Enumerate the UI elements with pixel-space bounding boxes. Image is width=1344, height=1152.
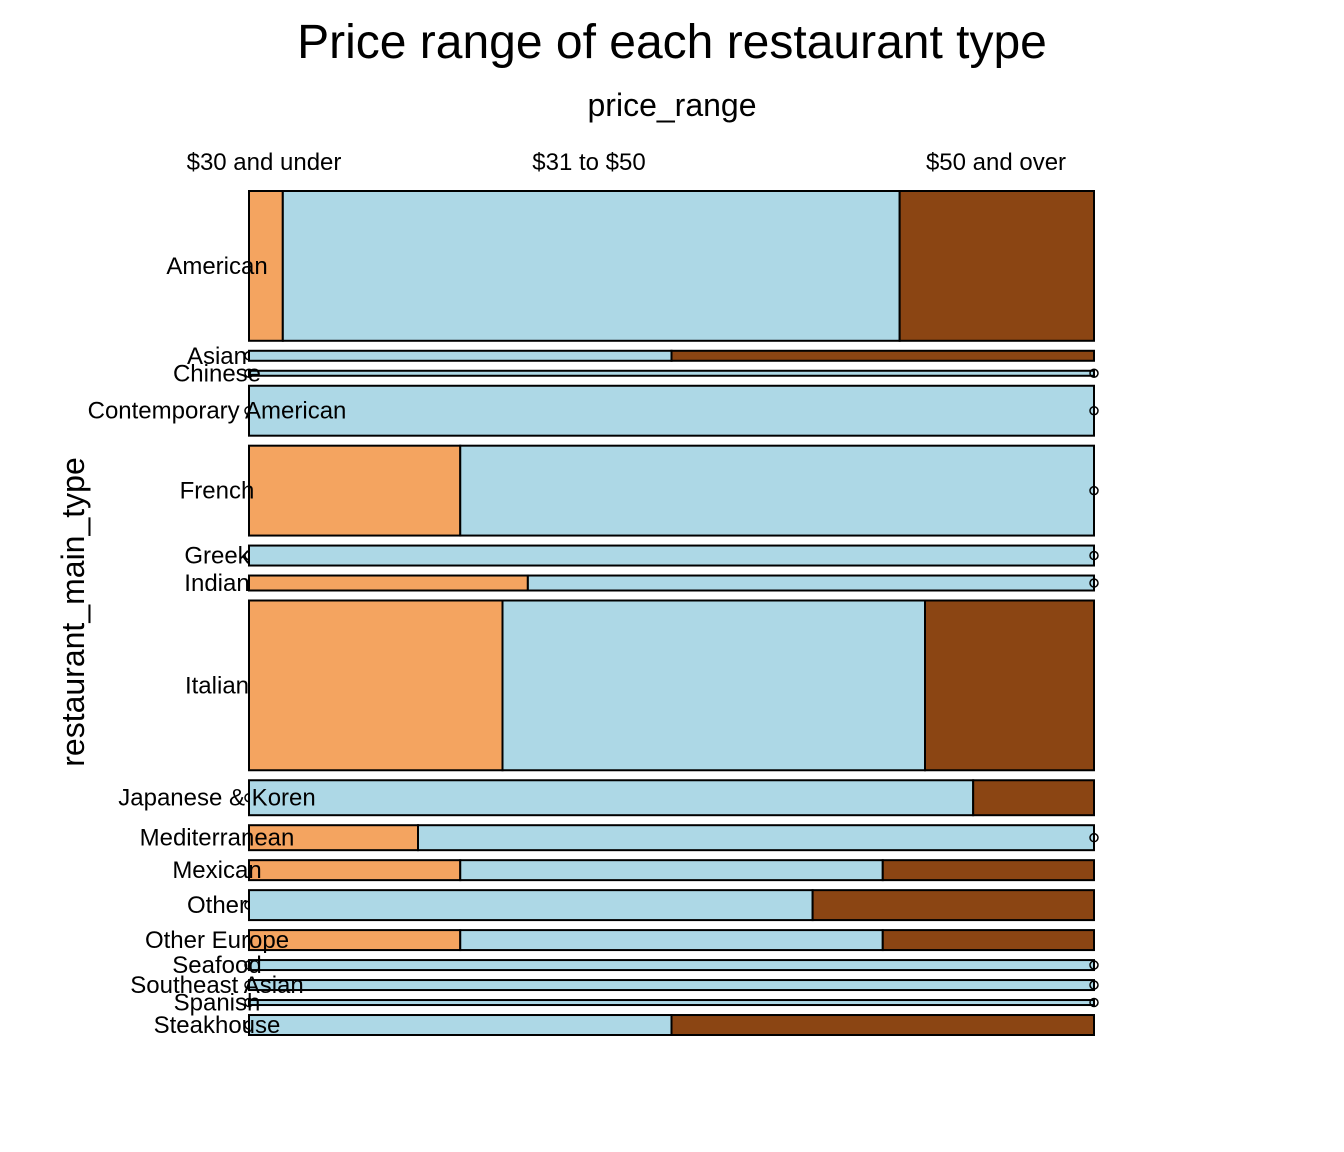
mosaic-tile: [248, 369, 1095, 377]
mosaic-tile: [459, 929, 884, 952]
mosaic-tile: [459, 859, 884, 882]
mosaic-tile: [972, 779, 1095, 817]
row-label: Chinese: [173, 360, 261, 387]
column-label: $50 and over: [926, 149, 1066, 176]
row-label: Indian: [184, 570, 249, 597]
empty-cell-marker: [1089, 485, 1099, 496]
row-label: Spanish: [174, 990, 261, 1017]
row-label: Greek: [184, 543, 250, 570]
mosaic-tile: [248, 824, 419, 852]
mosaic-tile: [248, 544, 1095, 567]
row-label: Italian: [185, 672, 249, 699]
mosaic-tile: [248, 779, 975, 817]
empty-cell-marker: [1089, 368, 1099, 379]
mosaic-tile: [248, 889, 814, 922]
row-label: Mediterranean: [140, 825, 295, 852]
row-label: Contemporary American: [88, 398, 347, 425]
row-label: Other: [187, 892, 247, 919]
x-axis-title: price_range: [588, 87, 757, 123]
mosaic-tile: [417, 824, 1095, 852]
column-label: $31 to $50: [532, 149, 645, 176]
row-label: Southeast Asian: [130, 972, 303, 999]
mosaic-tile: [881, 929, 1095, 952]
row-label: Steakhouse: [154, 1012, 281, 1039]
mosaic-tile: [248, 959, 1095, 972]
empty-cell-marker: [1089, 997, 1099, 1008]
mosaic-tile: [459, 444, 1095, 537]
mosaic-tile: [898, 190, 1096, 342]
mosaic-tile: [526, 574, 1095, 592]
mosaic-tile: [501, 599, 926, 772]
mosaic-tile: [811, 889, 1095, 922]
chart-title: Price range of each restaurant type: [297, 16, 1047, 69]
mosaic-tile: [248, 979, 1095, 992]
mosaic-tile: [248, 574, 529, 592]
mosaic-tile: [281, 190, 901, 342]
mosaic-tile: [248, 349, 673, 362]
mosaic-tile: [670, 1014, 1095, 1036]
row-label: Seafood: [172, 952, 261, 979]
mosaic-tile: [248, 384, 1095, 437]
mosaic-tile: [248, 599, 504, 772]
row-label: French: [180, 478, 255, 505]
empty-cell-marker: [1089, 980, 1099, 990]
y-axis-title: restaurant_main_type: [55, 457, 91, 767]
mosaic-tile: [670, 349, 1095, 362]
empty-cell-marker: [1089, 405, 1099, 416]
row-label: American: [166, 253, 267, 280]
mosaic-tile: [924, 599, 1095, 772]
mosaic-tile: [248, 190, 284, 342]
row-label: Asian: [187, 343, 247, 370]
mosaic-tile: [248, 999, 1095, 1007]
mosaic-tiles: [244, 190, 1099, 1036]
empty-cell-marker: [1089, 578, 1099, 588]
empty-cell-marker: [1089, 832, 1099, 843]
mosaic-tile: [881, 859, 1095, 882]
empty-cell-marker: [1089, 960, 1099, 970]
mosaic-tile: [248, 444, 462, 537]
empty-cell-marker: [1089, 550, 1099, 561]
row-label: Mexican: [172, 857, 261, 884]
row-label: Japanese & Koren: [118, 785, 315, 812]
mosaic-tile: [248, 859, 462, 882]
mosaic-tile: [248, 1014, 673, 1036]
column-label: $30 and under: [187, 149, 342, 176]
column-labels: $30 and under $31 to $50 $50 and over: [187, 149, 1066, 176]
row-label: Other Europe: [145, 927, 289, 954]
